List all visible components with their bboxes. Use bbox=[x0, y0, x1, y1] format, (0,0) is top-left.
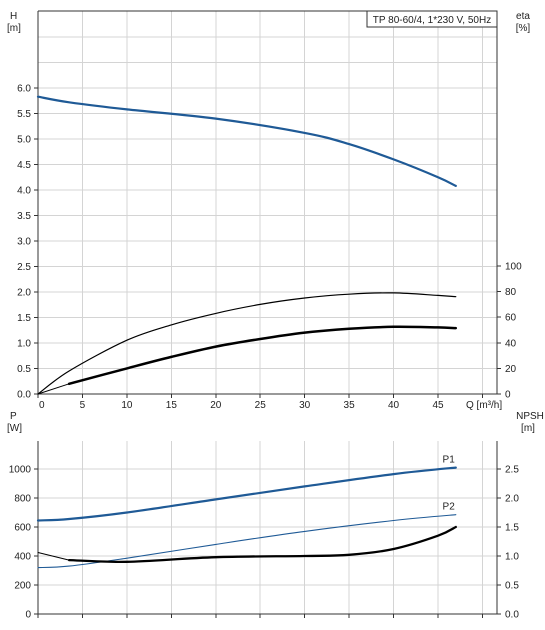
x-tick-label: 20 bbox=[210, 400, 222, 411]
chart-grid bbox=[38, 11, 497, 614]
right-tick-label: 0.0 bbox=[505, 610, 519, 621]
left-tick-label: 800 bbox=[14, 494, 31, 505]
right-tick-label: 2.5 bbox=[505, 465, 519, 476]
x-tick-label: 15 bbox=[166, 400, 178, 411]
chart-title-box bbox=[366, 10, 498, 28]
x-tick-label: 10 bbox=[121, 400, 133, 411]
left-tick-label: 5.5 bbox=[17, 109, 31, 120]
right-axis-unit: [%] bbox=[516, 23, 531, 34]
series-line-0-4 bbox=[37, 383, 70, 395]
left-axis-name: H bbox=[10, 11, 17, 22]
left-tick-label: 6.0 bbox=[17, 84, 31, 95]
x-tick-label: 40 bbox=[388, 400, 400, 411]
left-tick-label: 4.5 bbox=[17, 160, 31, 171]
left-tick-label: 600 bbox=[14, 523, 31, 534]
x-tick-label: 5 bbox=[80, 400, 86, 411]
left-tick-label: 400 bbox=[14, 552, 31, 563]
series-label-p2: P2 bbox=[443, 502, 456, 513]
series-line-0-2 bbox=[37, 292, 457, 395]
left-tick-label: 2.0 bbox=[17, 288, 31, 299]
series-line-1-2 bbox=[37, 514, 457, 569]
left-tick-label: 4.0 bbox=[17, 186, 31, 197]
series-line-0-1 bbox=[37, 96, 70, 103]
right-tick-label: 40 bbox=[505, 338, 517, 349]
series-label-p1: P1 bbox=[443, 455, 456, 466]
right-tick-label: 20 bbox=[505, 364, 517, 375]
series-line-1-3 bbox=[67, 525, 457, 564]
chart-title: TP 80-60/4, 1*230 V, 50Hz bbox=[373, 15, 491, 26]
right-tick-label: 100 bbox=[505, 262, 522, 273]
right-tick-label: 80 bbox=[505, 287, 517, 298]
series-line-0-0 bbox=[36, 95, 457, 187]
chart-series bbox=[36, 95, 458, 569]
x-tick-label: 35 bbox=[344, 400, 356, 411]
right-tick-label: 60 bbox=[505, 313, 517, 324]
right-tick-label: 1.5 bbox=[505, 523, 519, 534]
left-tick-label: 1000 bbox=[9, 465, 32, 476]
right-tick-label: 0 bbox=[505, 390, 511, 401]
left-axis-unit: [W] bbox=[7, 423, 22, 434]
x-tick-label: 45 bbox=[432, 400, 444, 411]
left-axis-name: P bbox=[10, 411, 17, 422]
chart-labels: 0.0 0.5 1.0 1.5 2.0 2.5 3.0 3.5 4.0 4.5 5.0 5.5 6.0 0… bbox=[7, 10, 544, 621]
left-tick-label: 3.5 bbox=[17, 211, 31, 222]
left-tick-label: 0 bbox=[25, 610, 31, 621]
x-axis-label: Q [m³/h] bbox=[466, 400, 502, 411]
right-axis-name: eta bbox=[516, 11, 530, 22]
series-line-1-4 bbox=[37, 552, 70, 561]
x-tick-label: 30 bbox=[299, 400, 311, 411]
left-tick-label: 0.5 bbox=[17, 364, 31, 375]
right-tick-label: 1.0 bbox=[505, 552, 519, 563]
left-tick-label: 2.5 bbox=[17, 262, 31, 273]
x-tick-label: 25 bbox=[255, 400, 267, 411]
left-tick-label: 1.5 bbox=[17, 313, 31, 324]
left-tick-label: 1.0 bbox=[17, 339, 31, 350]
series-line-0-3 bbox=[67, 325, 458, 386]
right-axis-unit: [m] bbox=[521, 423, 535, 434]
right-tick-label: 2.0 bbox=[505, 494, 519, 505]
series-line-1-1 bbox=[37, 518, 70, 521]
left-tick-label: 200 bbox=[14, 581, 31, 592]
left-tick-label: 5.0 bbox=[17, 135, 31, 146]
left-tick-label: 0.0 bbox=[17, 390, 31, 401]
left-tick-label: 3.0 bbox=[17, 237, 31, 248]
x-tick-label: 0 bbox=[39, 400, 45, 411]
left-axis-unit: [m] bbox=[7, 23, 21, 34]
right-axis-name: NPSH bbox=[516, 411, 544, 422]
right-tick-label: 0.5 bbox=[505, 581, 519, 592]
